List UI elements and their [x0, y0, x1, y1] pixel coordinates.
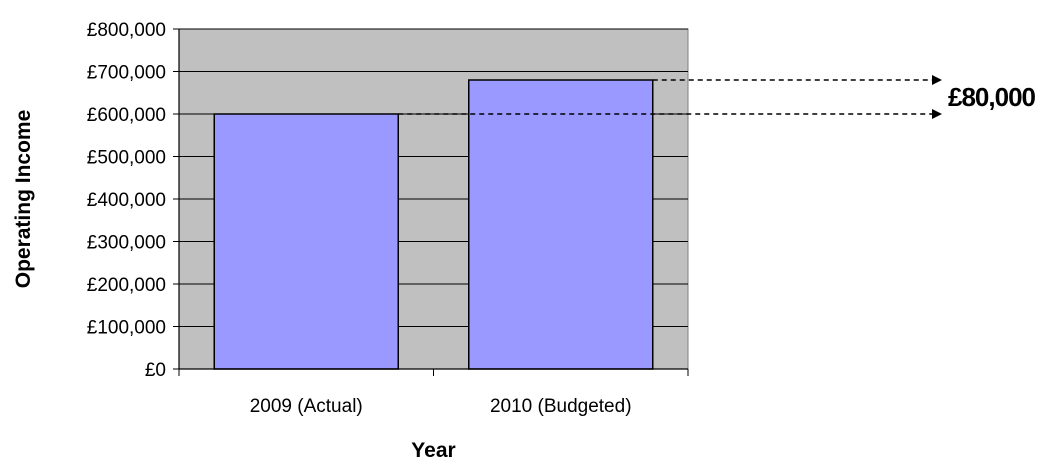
y-tick-labels: £0 £100,000 £200,000 £300,000 £400,000 £500,0…	[87, 20, 166, 381]
x-tick-labels: 2009 (Actual) 2010 (Budgeted)	[250, 396, 632, 417]
bar	[213, 113, 399, 370]
y-tick-label: £200,000	[87, 275, 166, 296]
y-tick-label: £0	[145, 360, 166, 381]
y-tick-label: £100,000	[87, 318, 166, 339]
difference-annotation: £80,000	[398, 75, 1037, 119]
y-tick-label: £700,000	[87, 63, 166, 84]
x-tick-label: 2010 (Budgeted)	[490, 396, 632, 417]
bar	[468, 79, 654, 370]
y-tick-label: £300,000	[87, 233, 166, 254]
x-tick-label: 2009 (Actual)	[250, 396, 363, 417]
bars	[213, 79, 654, 370]
y-axis-title: Operating Income	[12, 110, 35, 289]
y-tick-label: £400,000	[87, 190, 166, 211]
y-tick-label: £800,000	[87, 20, 166, 41]
y-tick-label: £600,000	[87, 105, 166, 126]
x-axis-title: Year	[411, 439, 455, 462]
y-tick-label: £500,000	[87, 148, 166, 169]
difference-label: £80,000	[948, 82, 1036, 112]
axes	[173, 28, 689, 376]
